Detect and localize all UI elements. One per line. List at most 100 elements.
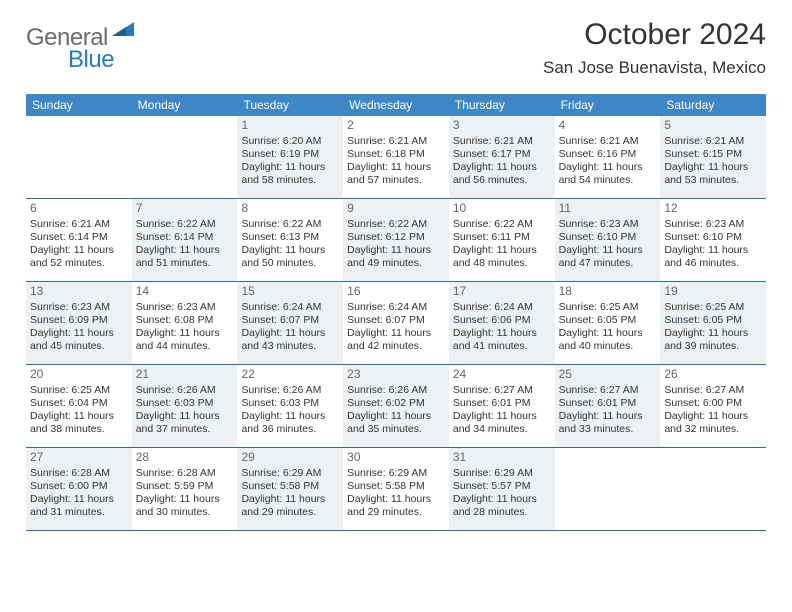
week-row: 27Sunrise: 6:28 AMSunset: 6:00 PMDayligh… xyxy=(26,448,766,531)
day-cell: 3Sunrise: 6:21 AMSunset: 6:17 PMDaylight… xyxy=(449,116,555,198)
day-number: 6 xyxy=(30,201,127,216)
day-cell: 18Sunrise: 6:25 AMSunset: 6:05 PMDayligh… xyxy=(555,282,661,364)
sunset-text: Sunset: 6:13 PM xyxy=(241,231,338,244)
daylight2-text: and 29 minutes. xyxy=(241,506,338,519)
day-number: 9 xyxy=(347,201,444,216)
sunrise-text: Sunrise: 6:25 AM xyxy=(30,384,127,397)
day-number: 14 xyxy=(136,284,233,299)
day-cell: 19Sunrise: 6:25 AMSunset: 6:05 PMDayligh… xyxy=(660,282,766,364)
day-cell: 10Sunrise: 6:22 AMSunset: 6:11 PMDayligh… xyxy=(449,199,555,281)
day-cell: 22Sunrise: 6:26 AMSunset: 6:03 PMDayligh… xyxy=(237,365,343,447)
daylight2-text: and 37 minutes. xyxy=(136,423,233,436)
dayname-monday: Monday xyxy=(132,94,238,116)
sunset-text: Sunset: 5:57 PM xyxy=(453,480,550,493)
sunrise-text: Sunrise: 6:24 AM xyxy=(347,301,444,314)
day-cell: 13Sunrise: 6:23 AMSunset: 6:09 PMDayligh… xyxy=(26,282,132,364)
daylight1-text: Daylight: 11 hours xyxy=(241,327,338,340)
sunset-text: Sunset: 6:03 PM xyxy=(241,397,338,410)
daylight2-text: and 43 minutes. xyxy=(241,340,338,353)
daylight1-text: Daylight: 11 hours xyxy=(453,410,550,423)
day-number: 19 xyxy=(664,284,761,299)
sunset-text: Sunset: 6:12 PM xyxy=(347,231,444,244)
daylight2-text: and 57 minutes. xyxy=(347,174,444,187)
dayname-saturday: Saturday xyxy=(660,94,766,116)
daylight1-text: Daylight: 11 hours xyxy=(136,493,233,506)
day-number: 2 xyxy=(347,118,444,133)
month-title: October 2024 xyxy=(543,18,766,52)
daylight1-text: Daylight: 11 hours xyxy=(453,327,550,340)
day-cell: 29Sunrise: 6:29 AMSunset: 5:58 PMDayligh… xyxy=(237,448,343,530)
weeks-container: 1Sunrise: 6:20 AMSunset: 6:19 PMDaylight… xyxy=(26,116,766,531)
day-number: 5 xyxy=(664,118,761,133)
sunrise-text: Sunrise: 6:23 AM xyxy=(30,301,127,314)
daylight1-text: Daylight: 11 hours xyxy=(241,410,338,423)
daylight1-text: Daylight: 11 hours xyxy=(347,327,444,340)
sunrise-text: Sunrise: 6:25 AM xyxy=(664,301,761,314)
calendar-page: General October 2024 San Jose Buenavista… xyxy=(0,0,792,531)
daylight1-text: Daylight: 11 hours xyxy=(347,244,444,257)
empty-cell xyxy=(26,116,132,198)
day-names-row: SundayMondayTuesdayWednesdayThursdayFrid… xyxy=(26,94,766,116)
daylight1-text: Daylight: 11 hours xyxy=(559,410,656,423)
sunset-text: Sunset: 6:06 PM xyxy=(453,314,550,327)
day-cell: 25Sunrise: 6:27 AMSunset: 6:01 PMDayligh… xyxy=(555,365,661,447)
daylight2-text: and 34 minutes. xyxy=(453,423,550,436)
daylight1-text: Daylight: 11 hours xyxy=(241,161,338,174)
daylight1-text: Daylight: 11 hours xyxy=(559,161,656,174)
title-block: October 2024 San Jose Buenavista, Mexico xyxy=(543,18,766,86)
daylight2-text: and 56 minutes. xyxy=(453,174,550,187)
day-cell: 12Sunrise: 6:23 AMSunset: 6:10 PMDayligh… xyxy=(660,199,766,281)
sunrise-text: Sunrise: 6:27 AM xyxy=(453,384,550,397)
daylight2-text: and 36 minutes. xyxy=(241,423,338,436)
daylight2-text: and 38 minutes. xyxy=(30,423,127,436)
daylight1-text: Daylight: 11 hours xyxy=(559,244,656,257)
sunset-text: Sunset: 6:10 PM xyxy=(559,231,656,244)
day-number: 23 xyxy=(347,367,444,382)
sunset-text: Sunset: 6:18 PM xyxy=(347,148,444,161)
sunset-text: Sunset: 5:58 PM xyxy=(241,480,338,493)
sunset-text: Sunset: 6:01 PM xyxy=(559,397,656,410)
daylight1-text: Daylight: 11 hours xyxy=(453,493,550,506)
daylight2-text: and 32 minutes. xyxy=(664,423,761,436)
week-row: 20Sunrise: 6:25 AMSunset: 6:04 PMDayligh… xyxy=(26,365,766,448)
day-number: 12 xyxy=(664,201,761,216)
dayname-friday: Friday xyxy=(555,94,661,116)
daylight2-text: and 52 minutes. xyxy=(30,257,127,270)
daylight1-text: Daylight: 11 hours xyxy=(241,493,338,506)
sunset-text: Sunset: 6:19 PM xyxy=(241,148,338,161)
sunset-text: Sunset: 6:10 PM xyxy=(664,231,761,244)
sunset-text: Sunset: 6:09 PM xyxy=(30,314,127,327)
sunrise-text: Sunrise: 6:27 AM xyxy=(664,384,761,397)
day-cell: 9Sunrise: 6:22 AMSunset: 6:12 PMDaylight… xyxy=(343,199,449,281)
day-cell: 1Sunrise: 6:20 AMSunset: 6:19 PMDaylight… xyxy=(237,116,343,198)
empty-cell xyxy=(555,448,661,530)
day-cell: 11Sunrise: 6:23 AMSunset: 6:10 PMDayligh… xyxy=(555,199,661,281)
sunrise-text: Sunrise: 6:23 AM xyxy=(559,218,656,231)
sunrise-text: Sunrise: 6:21 AM xyxy=(347,135,444,148)
sunset-text: Sunset: 5:59 PM xyxy=(136,480,233,493)
sunrise-text: Sunrise: 6:20 AM xyxy=(241,135,338,148)
sunset-text: Sunset: 6:00 PM xyxy=(664,397,761,410)
sunrise-text: Sunrise: 6:21 AM xyxy=(559,135,656,148)
day-cell: 7Sunrise: 6:22 AMSunset: 6:14 PMDaylight… xyxy=(132,199,238,281)
sunrise-text: Sunrise: 6:29 AM xyxy=(453,467,550,480)
sunrise-text: Sunrise: 6:23 AM xyxy=(136,301,233,314)
sunrise-text: Sunrise: 6:27 AM xyxy=(559,384,656,397)
day-cell: 4Sunrise: 6:21 AMSunset: 6:16 PMDaylight… xyxy=(555,116,661,198)
sunset-text: Sunset: 6:14 PM xyxy=(136,231,233,244)
sunset-text: Sunset: 6:05 PM xyxy=(559,314,656,327)
dayname-tuesday: Tuesday xyxy=(237,94,343,116)
sunrise-text: Sunrise: 6:26 AM xyxy=(241,384,338,397)
daylight1-text: Daylight: 11 hours xyxy=(664,410,761,423)
sunrise-text: Sunrise: 6:22 AM xyxy=(136,218,233,231)
daylight2-text: and 54 minutes. xyxy=(559,174,656,187)
day-number: 10 xyxy=(453,201,550,216)
daylight1-text: Daylight: 11 hours xyxy=(559,327,656,340)
day-cell: 21Sunrise: 6:26 AMSunset: 6:03 PMDayligh… xyxy=(132,365,238,447)
day-cell: 27Sunrise: 6:28 AMSunset: 6:00 PMDayligh… xyxy=(26,448,132,530)
day-number: 8 xyxy=(241,201,338,216)
sunrise-text: Sunrise: 6:29 AM xyxy=(241,467,338,480)
dayname-wednesday: Wednesday xyxy=(343,94,449,116)
daylight1-text: Daylight: 11 hours xyxy=(136,244,233,257)
daylight2-text: and 45 minutes. xyxy=(30,340,127,353)
